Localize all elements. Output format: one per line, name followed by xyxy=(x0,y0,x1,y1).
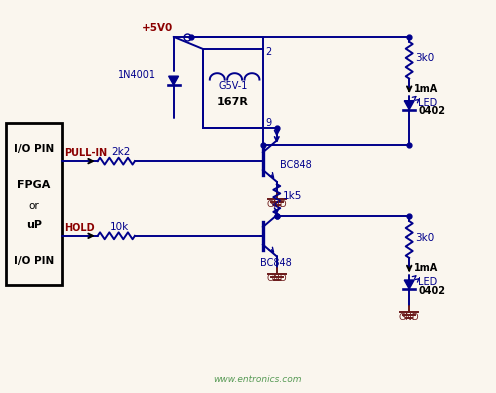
Text: www.entronics.com: www.entronics.com xyxy=(214,375,302,384)
Text: 0402: 0402 xyxy=(418,286,445,296)
Polygon shape xyxy=(404,101,414,110)
Text: PULL-IN: PULL-IN xyxy=(64,148,108,158)
Text: FPGA: FPGA xyxy=(17,180,51,190)
Text: 0402: 0402 xyxy=(418,107,445,116)
Text: 2: 2 xyxy=(265,47,272,57)
Text: or: or xyxy=(29,201,39,211)
Text: uP: uP xyxy=(26,220,42,230)
Text: 1k5: 1k5 xyxy=(283,191,302,201)
Text: I/O PIN: I/O PIN xyxy=(14,256,54,266)
Text: 3k0: 3k0 xyxy=(415,233,434,243)
Text: BC848: BC848 xyxy=(280,160,312,170)
Text: 1mA: 1mA xyxy=(414,263,438,273)
Text: 167R: 167R xyxy=(217,97,249,107)
Text: G5V-1: G5V-1 xyxy=(218,81,248,91)
Text: 10k: 10k xyxy=(110,222,129,232)
Text: GND: GND xyxy=(266,200,287,209)
Text: 1N4001: 1N4001 xyxy=(118,70,156,80)
Text: GND: GND xyxy=(399,313,420,322)
Bar xyxy=(6,123,62,285)
Polygon shape xyxy=(169,76,179,85)
Text: HOLD: HOLD xyxy=(64,223,95,233)
Text: 9: 9 xyxy=(265,118,271,128)
Text: 1mA: 1mA xyxy=(414,84,438,94)
Text: LED: LED xyxy=(418,277,437,287)
Text: BC848: BC848 xyxy=(260,258,292,268)
Text: +5V0: +5V0 xyxy=(142,23,174,33)
Polygon shape xyxy=(404,280,414,289)
Text: 2k2: 2k2 xyxy=(112,147,131,157)
Text: GND: GND xyxy=(266,274,287,283)
Text: 3k0: 3k0 xyxy=(415,53,434,63)
Bar xyxy=(203,49,263,128)
Text: I/O PIN: I/O PIN xyxy=(14,144,54,154)
Text: LED: LED xyxy=(418,97,437,108)
